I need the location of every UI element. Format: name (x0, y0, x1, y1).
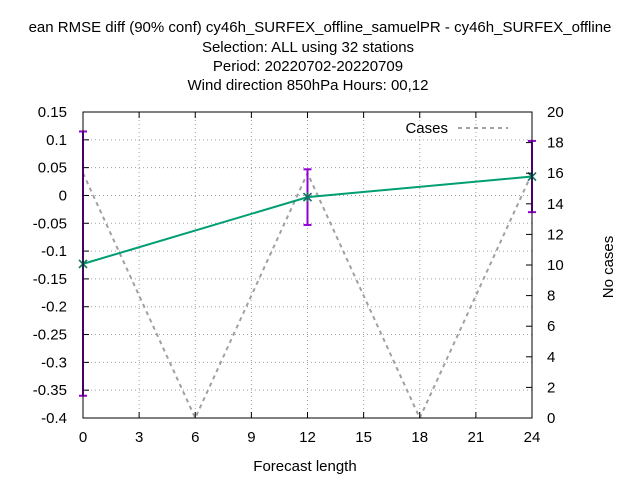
title-line-4: Wind direction 850hPa Hours: 00,12 (188, 77, 429, 94)
y2-tick-label: 16 (547, 165, 564, 182)
y-tick-label: -0.15 (33, 271, 67, 288)
x-axis-label: Forecast length (253, 458, 356, 475)
x-tick-label: 3 (135, 429, 143, 446)
grid (83, 112, 532, 418)
y2-tick-label: 14 (547, 196, 564, 213)
y-tick-label: -0.35 (33, 382, 67, 399)
legend: Cases (405, 120, 508, 137)
x-tick-label: 21 (468, 429, 485, 446)
y-axis: 0.15 0.1 0.05 0 -0.05 -0.1 -0.15 -0.2 -0.25 -0.3 -… (33, 104, 89, 427)
title-line-2: Selection: ALL using 32 stations (202, 39, 414, 56)
y2-tick-label: 0 (547, 410, 555, 427)
y2-axis-label: No cases (600, 236, 617, 299)
y-tick-label: 0 (59, 187, 67, 204)
y2-tick-label: 18 (547, 135, 564, 152)
y-tick-label: 0.15 (38, 104, 67, 121)
y2-tick-label: 12 (547, 226, 564, 243)
x-axis: 0 3 6 9 12 15 18 21 24 (79, 112, 541, 446)
x-tick-label: 12 (299, 429, 316, 446)
legend-label-cases: Cases (405, 120, 448, 137)
y-tick-label: -0.3 (41, 354, 67, 371)
y2-tick-label: 6 (547, 318, 555, 335)
x-tick-label: 18 (411, 429, 428, 446)
x-tick-label: 9 (247, 429, 255, 446)
y-tick-label: 0.1 (46, 132, 67, 149)
x-tick-label: 6 (191, 429, 199, 446)
title-line-3: Period: 20220702-20220709 (213, 58, 403, 75)
y2-tick-label: 8 (547, 288, 555, 305)
title-line-1: ean RMSE diff (90% conf) cy46h_SURFEX_of… (29, 19, 612, 36)
x-tick-label: 24 (524, 429, 541, 446)
data-point (302, 192, 313, 203)
x-tick-label: 0 (79, 429, 87, 446)
y-tick-label: -0.05 (33, 215, 67, 232)
y-tick-label: -0.25 (33, 327, 67, 344)
x-tick-label: 15 (355, 429, 372, 446)
y2-tick-label: 10 (547, 257, 564, 274)
chart-title: ean RMSE diff (90% conf) cy46h_SURFEX_of… (29, 19, 612, 94)
y-tick-label: -0.2 (41, 299, 67, 316)
y-tick-label: 0.05 (38, 160, 67, 177)
y2-tick-label: 20 (547, 104, 564, 121)
y-tick-label: -0.1 (41, 243, 67, 260)
y2-tick-label: 4 (547, 349, 555, 366)
y-tick-label: -0.4 (41, 410, 67, 427)
y2-tick-label: 2 (547, 379, 555, 396)
